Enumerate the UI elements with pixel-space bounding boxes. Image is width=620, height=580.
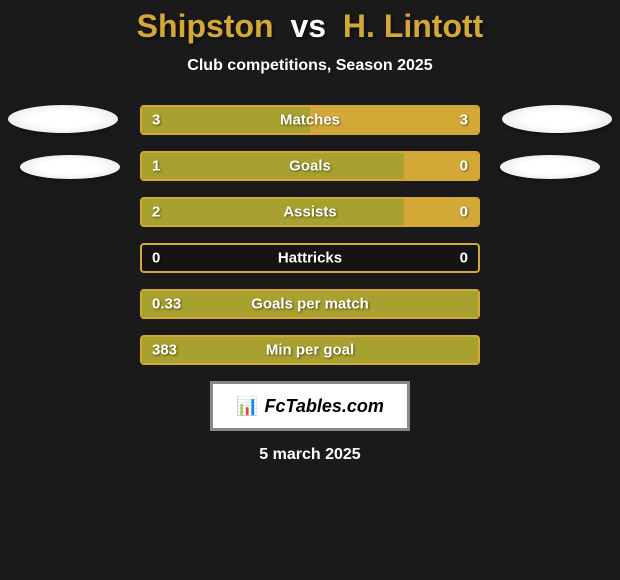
stat-value-left: 0: [152, 250, 160, 267]
stat-label: Goals: [289, 158, 331, 175]
player-left-name: Shipston: [137, 8, 274, 44]
stat-value-left: 2: [152, 204, 160, 221]
stats-bars: 3 Matches 3 1 Goals 0 2 Assists 0: [140, 105, 480, 365]
avatar-placeholder-left-2: [20, 155, 120, 179]
stat-label: Matches: [280, 112, 340, 129]
stat-row-goals: 1 Goals 0: [140, 151, 480, 181]
stat-label: Min per goal: [266, 342, 354, 359]
date-text: 5 march 2025: [0, 446, 620, 464]
stats-section: 3 Matches 3 1 Goals 0 2 Assists 0: [0, 105, 620, 365]
stat-value-right: 0: [460, 204, 468, 221]
stat-label: Goals per match: [251, 296, 369, 313]
vs-text: vs: [290, 8, 326, 44]
main-container: Shipston vs H. Lintott Club competitions…: [0, 0, 620, 580]
chart-icon: 📊: [236, 396, 258, 417]
subtitle: Club competitions, Season 2025: [0, 57, 620, 75]
branding-badge: 📊 FcTables.com: [210, 381, 410, 431]
stat-value-left: 1: [152, 158, 160, 175]
stat-value-left: 3: [152, 112, 160, 129]
avatar-placeholder-right-1: [502, 105, 612, 133]
avatar-placeholder-right-2: [500, 155, 600, 179]
avatar-placeholder-left-1: [8, 105, 118, 133]
stat-row-matches: 3 Matches 3: [140, 105, 480, 135]
stat-value-right: 0: [460, 158, 468, 175]
stat-value-left: 0.33: [152, 296, 181, 313]
stat-row-goals-per-match: 0.33 Goals per match: [140, 289, 480, 319]
player-right-name: H. Lintott: [343, 8, 483, 44]
bar-left-fill: [142, 199, 404, 225]
stat-value-left: 383: [152, 342, 177, 359]
stat-row-assists: 2 Assists 0: [140, 197, 480, 227]
stat-value-right: 0: [460, 250, 468, 267]
stat-label: Assists: [283, 204, 336, 221]
stat-value-right: 3: [460, 112, 468, 129]
branding-text: FcTables.com: [265, 396, 384, 417]
stat-label: Hattricks: [278, 250, 342, 267]
comparison-title: Shipston vs H. Lintott: [0, 8, 620, 45]
stat-row-min-per-goal: 383 Min per goal: [140, 335, 480, 365]
bar-left-fill: [142, 153, 404, 179]
stat-row-hattricks: 0 Hattricks 0: [140, 243, 480, 273]
